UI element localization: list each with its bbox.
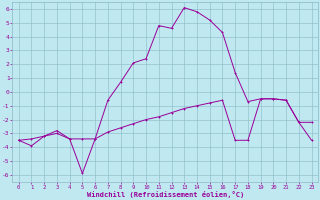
X-axis label: Windchill (Refroidissement éolien,°C): Windchill (Refroidissement éolien,°C) [86, 191, 244, 198]
